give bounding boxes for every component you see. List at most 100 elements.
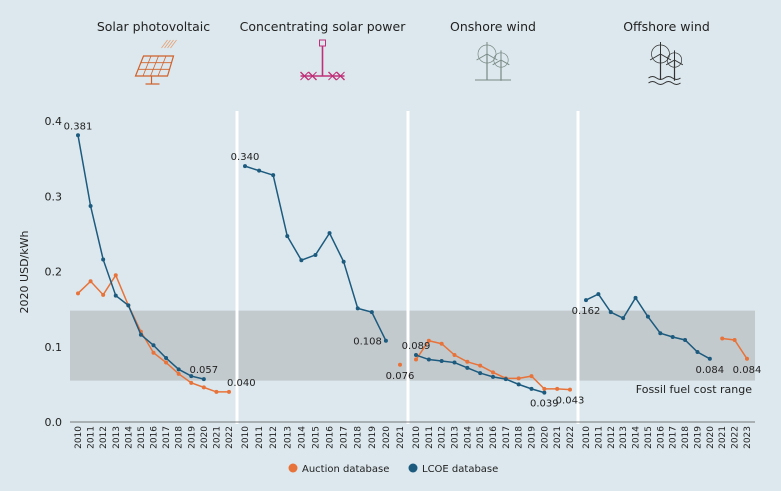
solar-grid-line <box>157 55 167 77</box>
x-tick-label: 2010 <box>74 426 84 449</box>
sun-ray <box>167 39 174 49</box>
turbine-blade <box>476 53 488 61</box>
data-label: 0.043 <box>556 396 585 407</box>
lcoe-point <box>176 367 181 372</box>
auction-point <box>555 386 560 391</box>
data-label: 0.340 <box>231 152 260 163</box>
x-tick-label: 2017 <box>669 426 679 449</box>
x-tick-label: 2019 <box>528 426 538 449</box>
turbine-blade <box>500 59 510 66</box>
lcoe-point <box>101 257 106 262</box>
lcoe-point <box>695 350 700 355</box>
lcoe-point <box>355 306 360 311</box>
x-tick-label: 2015 <box>137 426 147 449</box>
x-tick-label: 2011 <box>594 426 604 449</box>
x-tick-label: 2015 <box>311 426 321 449</box>
lcoe-point <box>113 293 118 298</box>
y-tick-label: 0.4 <box>45 115 63 128</box>
lcoe-point <box>670 334 675 339</box>
lcoe-point <box>341 259 346 264</box>
panel-title: Offshore wind <box>623 19 710 34</box>
x-tick-label: 2022 <box>731 426 741 449</box>
lcoe-point <box>189 374 194 379</box>
sea-wave <box>648 81 681 85</box>
panel-concentrating-solar: Concentrating solar power 2010 2011 2012 201… <box>231 19 415 449</box>
turbine-rotor <box>666 52 683 68</box>
auction-point <box>151 350 156 355</box>
lcoe-point <box>88 204 93 209</box>
auction-point <box>176 371 181 376</box>
lcoe-point <box>164 356 169 361</box>
lcoe-point <box>138 332 143 337</box>
auction-point <box>720 336 725 341</box>
solar-grid-line <box>150 55 159 77</box>
lcoe-point <box>426 357 431 362</box>
turbine-blade <box>486 53 498 61</box>
data-label: 0.040 <box>227 378 256 389</box>
turbine-blade <box>674 59 684 66</box>
csp-mirror <box>300 71 309 81</box>
auction-point <box>568 387 572 392</box>
turbine-rotor <box>477 44 497 64</box>
x-tick-label: 2018 <box>515 426 525 449</box>
auction-point <box>478 363 483 368</box>
lcoe-point <box>452 360 457 365</box>
lcoe-point <box>383 338 388 343</box>
x-tick-label: 2012 <box>438 426 448 449</box>
auction-point <box>745 356 749 361</box>
offshore-wind-icon <box>648 42 684 85</box>
lcoe-point <box>478 371 483 376</box>
lcoe-point <box>621 316 626 321</box>
x-tick-label: 2011 <box>255 426 265 449</box>
sun-ray <box>170 39 177 49</box>
auction-point <box>398 362 402 367</box>
x-tick-label: 2021 <box>396 426 406 449</box>
lcoe-point <box>313 252 318 257</box>
x-tick-label: 2016 <box>489 426 499 449</box>
x-tick-label: 2017 <box>502 426 512 449</box>
auction-point <box>732 337 737 342</box>
x-tick-label: 2010 <box>241 426 251 449</box>
csp-receiver <box>319 39 326 47</box>
x-tick-label: 2019 <box>368 426 378 449</box>
turbine-rotor <box>651 44 670 64</box>
panel-title: Onshore wind <box>450 19 536 34</box>
y-tick-label: 0.1 <box>45 341 63 354</box>
lcoe-point <box>299 258 304 263</box>
lcoe-point <box>491 374 495 379</box>
auction-point <box>452 353 457 358</box>
data-label: 0.039 <box>530 399 559 410</box>
lcoe-point <box>645 314 650 319</box>
auction-point <box>529 374 534 379</box>
auction-point <box>201 385 206 390</box>
lcoe-point <box>542 390 547 395</box>
lcoe-point <box>126 303 131 308</box>
lcoe-point <box>516 382 521 387</box>
x-tick-label: 2021 <box>718 426 728 449</box>
lcoe-point <box>285 234 290 239</box>
auction-point <box>189 380 194 385</box>
lcoe-point <box>271 173 276 178</box>
turbine-blade <box>649 53 661 61</box>
turbine-blade <box>492 59 502 66</box>
x-tick-label: 2022 <box>566 426 576 449</box>
x-tick-label: 2011 <box>87 426 97 449</box>
data-label: 0.108 <box>353 337 382 348</box>
x-tick-label: 2018 <box>681 426 691 449</box>
turbine-blade <box>665 59 675 66</box>
panel-title: Concentrating solar power <box>240 19 407 34</box>
data-label: 0.084 <box>696 365 725 376</box>
legend-label-auction: Auction database <box>302 464 389 475</box>
lcoe-point <box>414 353 418 358</box>
auction-point <box>113 273 118 278</box>
x-tick-label: 2018 <box>175 426 185 449</box>
legend-marker-auction <box>288 463 298 473</box>
y-tick-label: 0.3 <box>45 190 63 203</box>
x-tick-label: 2012 <box>269 426 279 449</box>
lcoe-point <box>151 343 156 348</box>
x-tick-label: 2020 <box>540 426 550 449</box>
data-label: 0.084 <box>733 365 762 376</box>
data-label: 0.089 <box>402 341 431 352</box>
